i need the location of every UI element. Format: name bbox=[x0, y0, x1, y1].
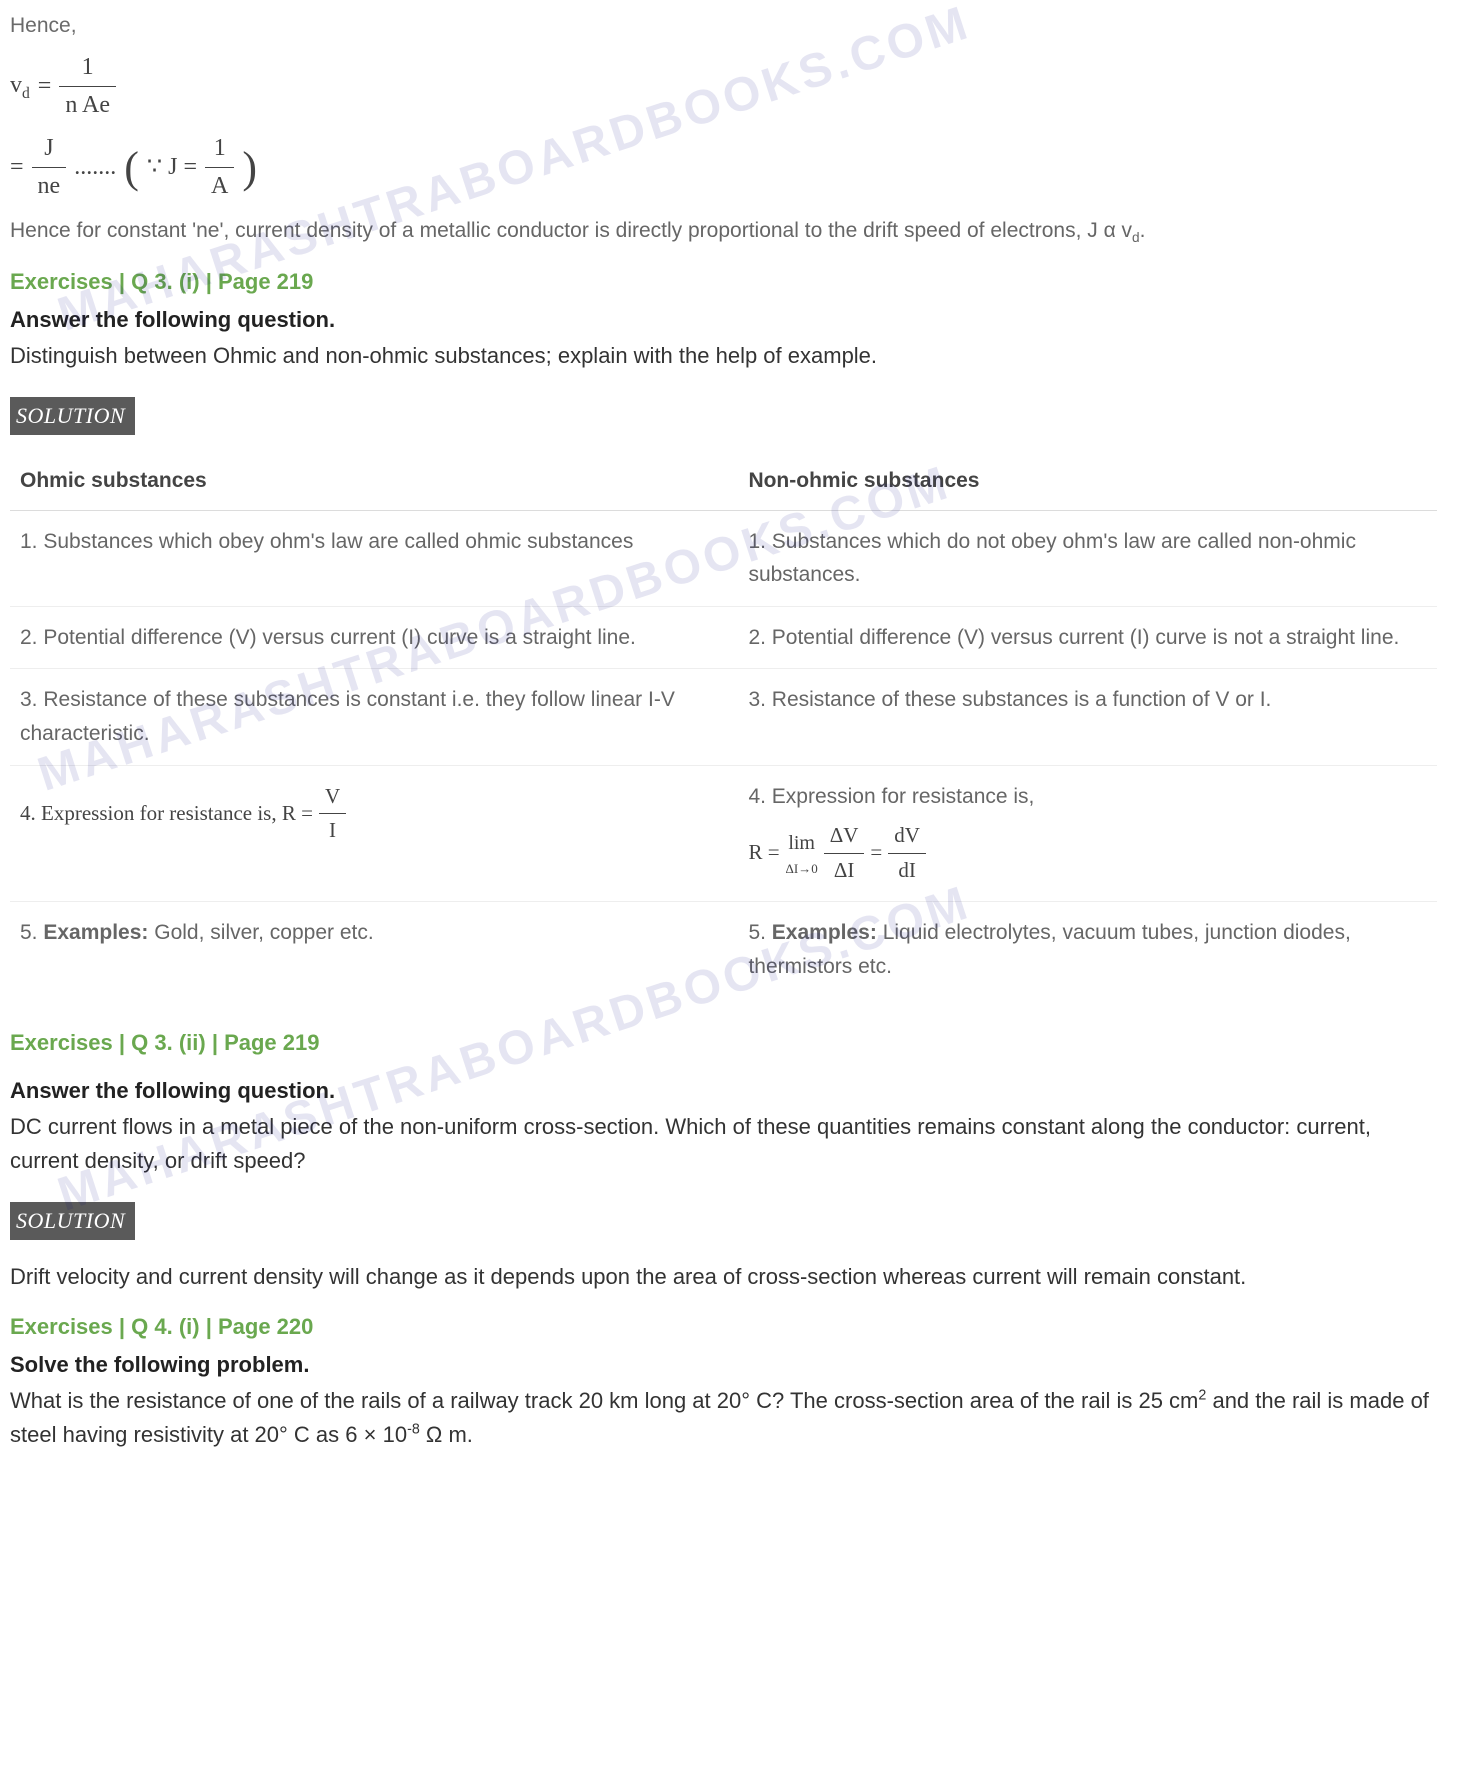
fraction-1-over-nae: 1 n Ae bbox=[59, 49, 116, 124]
question-body-q4i: What is the resistance of one of the rai… bbox=[10, 1384, 1437, 1452]
table-cell: 3. Resistance of these substances is a f… bbox=[738, 669, 1437, 765]
table-cell-examples-left: 5. Examples: Gold, silver, copper etc. bbox=[10, 902, 738, 998]
question-body-q3ii: DC current flows in a metal piece of the… bbox=[10, 1110, 1437, 1178]
question-title-q3ii: Answer the following question. bbox=[10, 1074, 1437, 1108]
question-title-q4i: Solve the following problem. bbox=[10, 1348, 1437, 1382]
table-header-nonohmic: Non-ohmic substances bbox=[738, 453, 1437, 510]
intro-hence: Hence, bbox=[10, 10, 1437, 43]
because-text: ∵ J = bbox=[147, 149, 197, 186]
left-paren: ( bbox=[124, 146, 139, 190]
exercise-heading-q3ii: Exercises | Q 3. (ii) | Page 219 bbox=[10, 1026, 1437, 1060]
vd-symbol: vd bbox=[10, 67, 30, 106]
equals: = bbox=[38, 68, 52, 105]
intro-conclusion: Hence for constant 'ne', current density… bbox=[10, 215, 1437, 248]
equation-j-ne: = J ne ....... ( ∵ J = 1 A ) bbox=[10, 130, 1437, 205]
table-row: 3. Resistance of these substances is con… bbox=[10, 669, 1437, 765]
solution-body-q3ii: Drift velocity and current density will … bbox=[10, 1260, 1437, 1294]
table-row: 5. Examples: Gold, silver, copper etc. 5… bbox=[10, 902, 1437, 998]
table-cell-examples-right: 5. Examples: Liquid electrolytes, vacuum… bbox=[738, 902, 1437, 998]
fraction-j-over-ne: J ne bbox=[32, 130, 67, 205]
dots: ....... bbox=[74, 149, 116, 186]
table-row: 2. Potential difference (V) versus curre… bbox=[10, 606, 1437, 669]
question-body-q3i: Distinguish between Ohmic and non-ohmic … bbox=[10, 339, 1437, 373]
table-header-row: Ohmic substances Non-ohmic substances bbox=[10, 453, 1437, 510]
solution-badge: SOLUTION bbox=[10, 1202, 135, 1240]
table-header-ohmic: Ohmic substances bbox=[10, 453, 738, 510]
table-cell: 1. Substances which do not obey ohm's la… bbox=[738, 510, 1437, 606]
right-paren: ) bbox=[242, 146, 257, 190]
equation-vd: vd = 1 n Ae bbox=[10, 49, 1437, 124]
table-cell: 3. Resistance of these substances is con… bbox=[10, 669, 738, 765]
equals: = bbox=[10, 149, 24, 186]
exercise-heading-q3i: Exercises | Q 3. (i) | Page 219 bbox=[10, 265, 1437, 299]
table-row: 1. Substances which obey ohm's law are c… bbox=[10, 510, 1437, 606]
table-cell: 2. Potential difference (V) versus curre… bbox=[738, 606, 1437, 669]
table-row: 4. Expression for resistance is, R = V I… bbox=[10, 765, 1437, 902]
table-cell-formula-left: 4. Expression for resistance is, R = V I bbox=[10, 765, 738, 902]
exercise-heading-q4i: Exercises | Q 4. (i) | Page 220 bbox=[10, 1310, 1437, 1344]
table-cell-formula-right: 4. Expression for resistance is, R = lim… bbox=[738, 765, 1437, 902]
question-title-q3i: Answer the following question. bbox=[10, 303, 1437, 337]
comparison-table: Ohmic substances Non-ohmic substances 1.… bbox=[10, 453, 1437, 997]
table-cell: 1. Substances which obey ohm's law are c… bbox=[10, 510, 738, 606]
fraction-1-over-a: 1 A bbox=[205, 130, 234, 205]
table-cell: 2. Potential difference (V) versus curre… bbox=[10, 606, 738, 669]
solution-badge: SOLUTION bbox=[10, 397, 135, 435]
